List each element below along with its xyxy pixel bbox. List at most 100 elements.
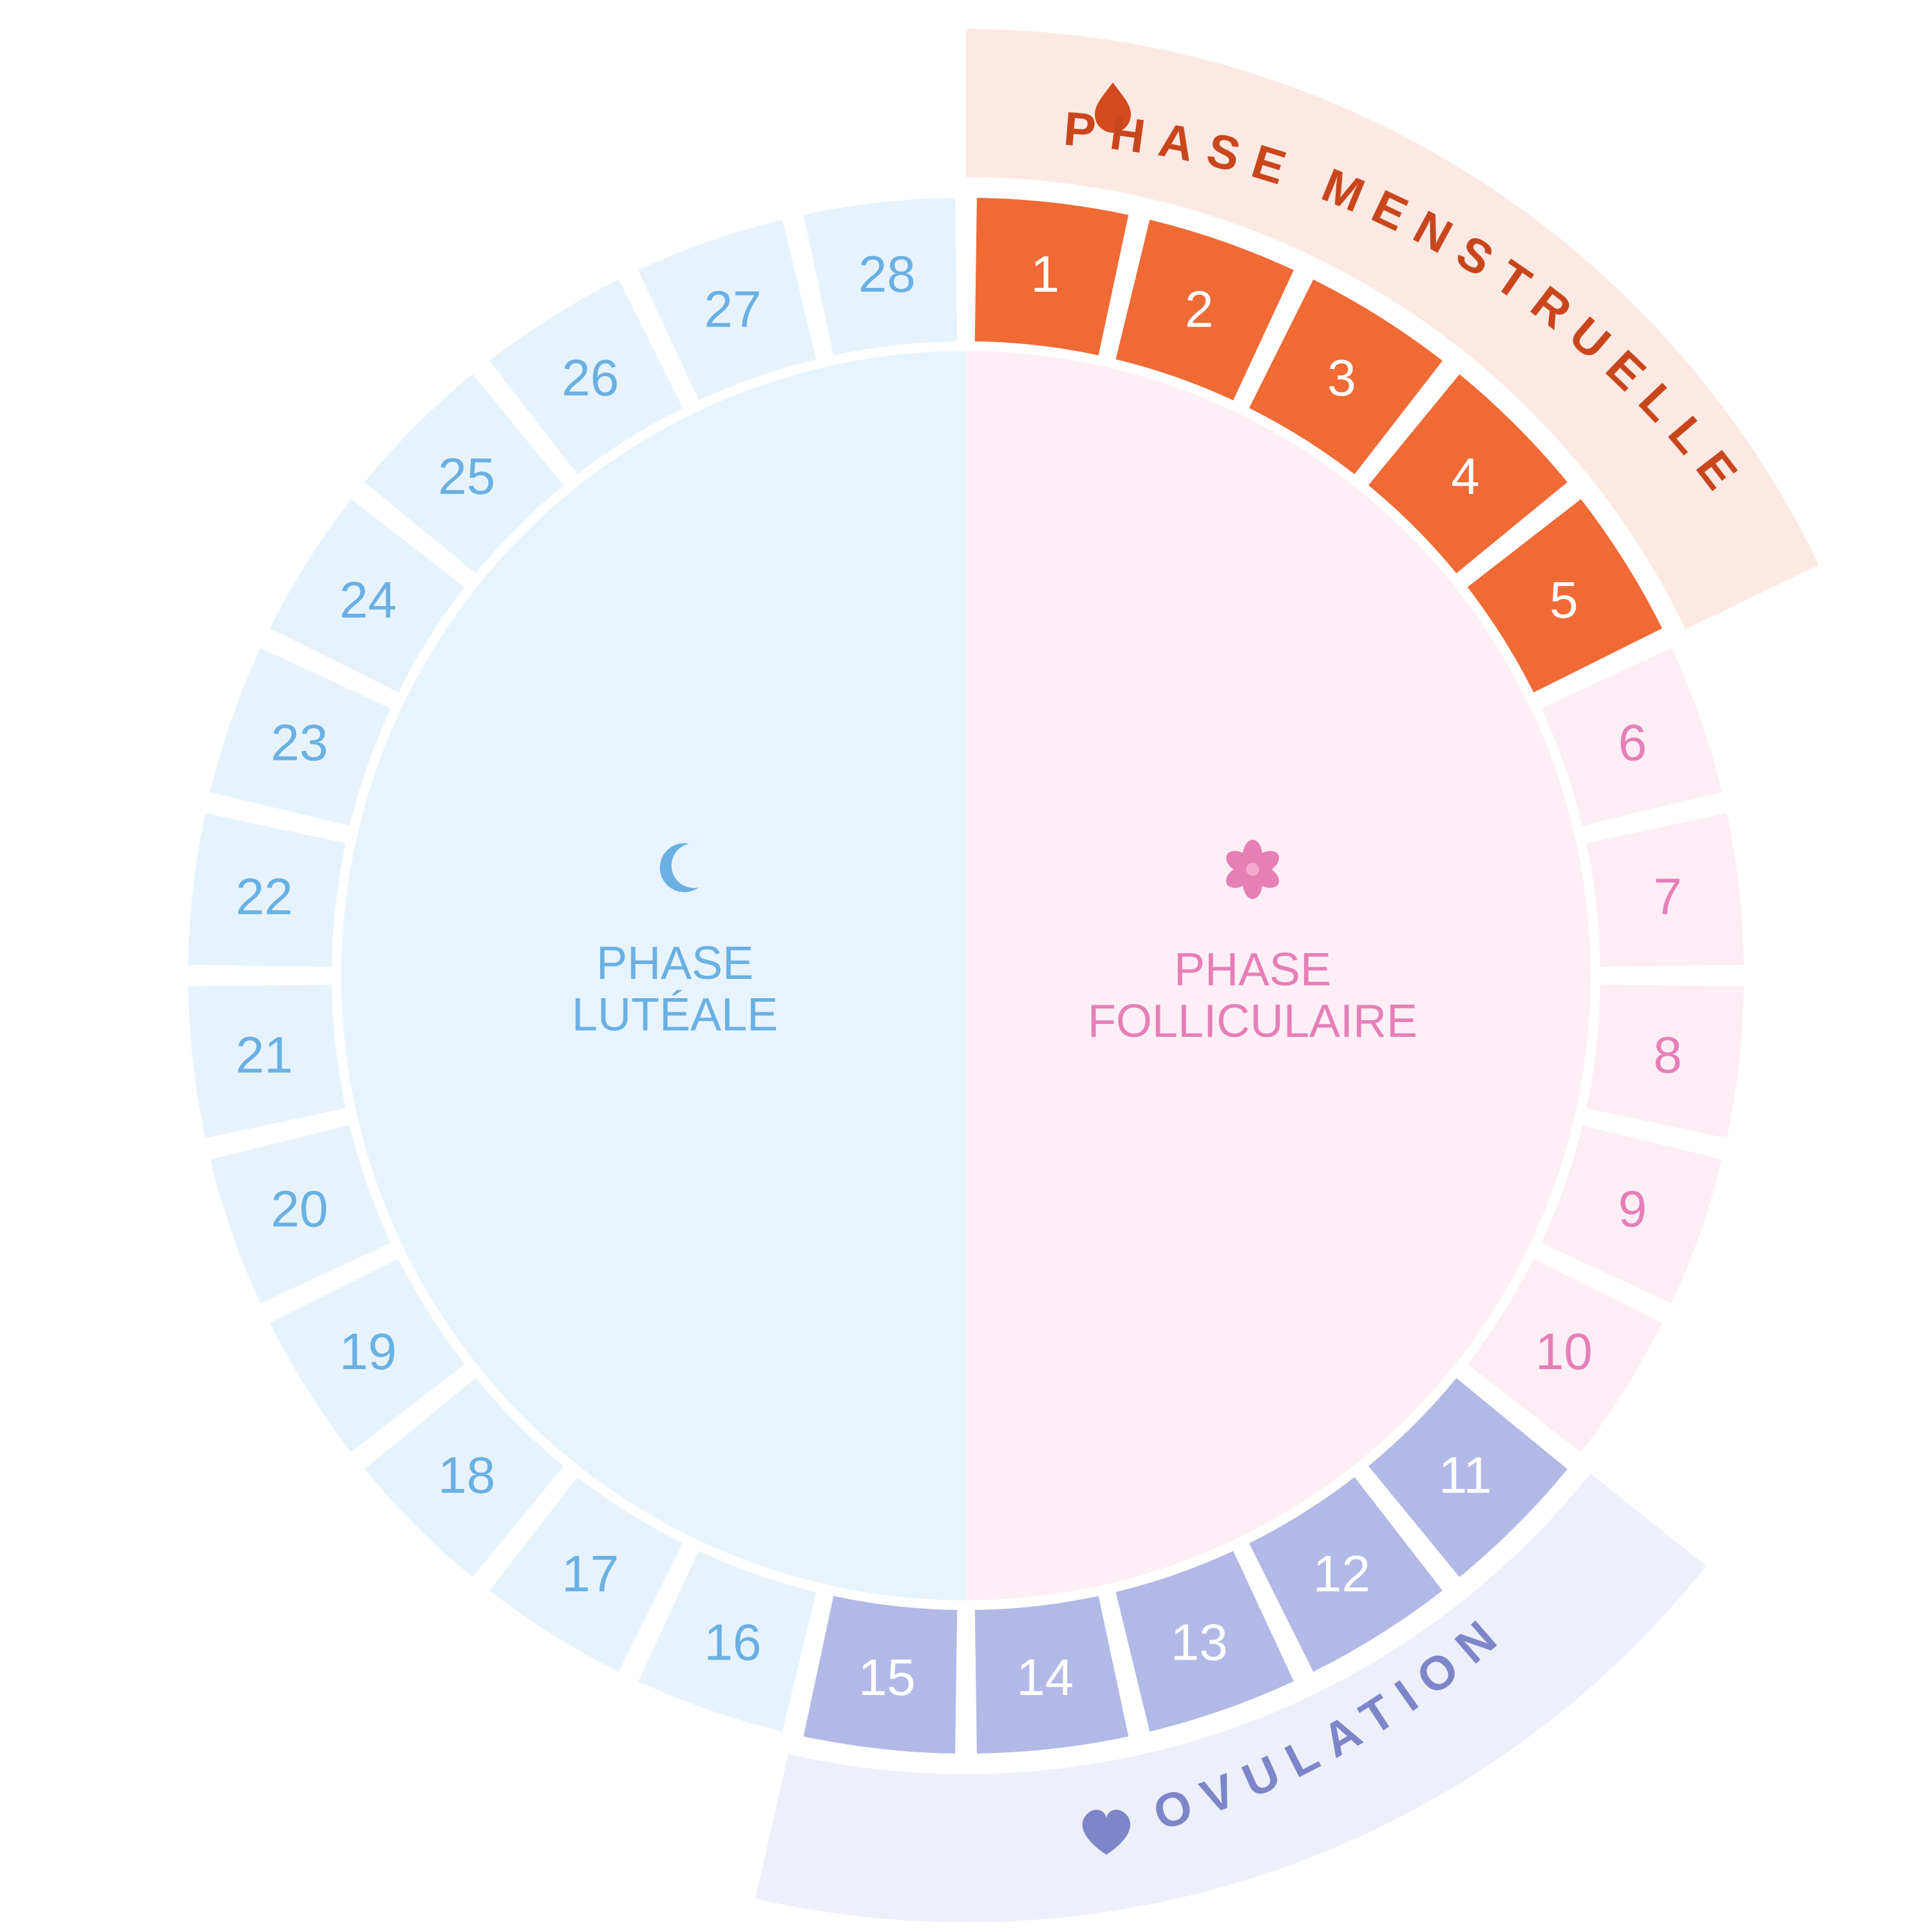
day-number: 2 [1185, 281, 1214, 338]
day-cell-bg [365, 1378, 564, 1577]
day-cell-bg [1249, 279, 1443, 475]
follicular-phase-line1: PHASE [1174, 944, 1331, 996]
day-number: 6 [1618, 714, 1647, 771]
day-cell-bg [638, 220, 817, 401]
day-cell-bg [1368, 1378, 1567, 1577]
day-cell-7: 7 [1586, 813, 1744, 967]
day-cell-24: 24 [270, 499, 465, 693]
day-number: 20 [271, 1180, 328, 1238]
day-number: 4 [1451, 448, 1480, 505]
flower-icon [1226, 840, 1280, 899]
day-number: 24 [339, 571, 397, 629]
day-number: 18 [438, 1446, 495, 1504]
day-number: 21 [236, 1026, 293, 1083]
day-cell-16: 16 [638, 1551, 817, 1732]
day-cell-5: 5 [1467, 499, 1662, 693]
day-number: 11 [1439, 1446, 1492, 1504]
day-cell-10: 10 [1467, 1258, 1662, 1452]
day-cell-bg [1541, 648, 1722, 826]
luteal-half [341, 351, 966, 1600]
heart-icon [1082, 1810, 1131, 1855]
day-cell-20: 20 [210, 1125, 391, 1303]
day-number: 19 [339, 1323, 397, 1380]
inner-circle [341, 351, 1591, 1600]
day-number: 15 [858, 1649, 916, 1706]
day-cell-bg [1541, 1125, 1722, 1303]
day-cell-bg [803, 1596, 958, 1754]
day-cell-28: 28 [803, 198, 958, 355]
day-cell-27: 27 [638, 220, 817, 401]
day-cell-bg [1586, 984, 1744, 1139]
follicular-half [966, 351, 1591, 1600]
day-cell-12: 12 [1249, 1477, 1443, 1672]
day-cell-4: 4 [1368, 374, 1567, 574]
follicular-phase-label: PHASE FOLLICULAIRE [1088, 840, 1417, 1047]
luteal-phase-label: PHASE LUTÉALE [572, 843, 778, 1041]
day-cell-2: 2 [1115, 220, 1294, 401]
day-cell-15: 15 [803, 1596, 958, 1754]
day-cell-14: 14 [974, 1596, 1129, 1754]
day-cell-bg [489, 1477, 683, 1672]
follicular-phase-line2: FOLLICULAIRE [1088, 996, 1417, 1047]
day-cell-bg [638, 1551, 817, 1732]
day-cell-bg [365, 374, 564, 574]
ovulation-phase-band [755, 1473, 1707, 1922]
day-cell-bg [210, 648, 391, 826]
day-cell-bg [1467, 499, 1662, 693]
day-cell-13: 13 [1115, 1551, 1294, 1732]
day-cell-11: 11 [1368, 1378, 1567, 1577]
day-cell-18: 18 [365, 1378, 564, 1577]
day-cell-bg [270, 499, 465, 693]
day-cell-8: 8 [1586, 984, 1744, 1139]
day-cell-bg [1115, 1551, 1294, 1732]
luteal-phase-line1: PHASE [596, 938, 753, 989]
day-cell-bg [803, 198, 958, 355]
day-cell-bg [270, 1258, 465, 1452]
day-number: 26 [562, 349, 619, 406]
menstrual-phase-band [966, 29, 1819, 629]
day-cell-bg [489, 279, 683, 475]
day-cell-25: 25 [365, 374, 564, 574]
day-number: 14 [1016, 1649, 1074, 1706]
day-cell-19: 19 [270, 1258, 465, 1452]
day-number: 10 [1535, 1323, 1593, 1380]
day-cell-bg [188, 813, 346, 967]
day-number: 23 [271, 714, 328, 771]
day-cell-3: 3 [1249, 279, 1443, 475]
day-cell-26: 26 [489, 279, 683, 475]
day-number: 28 [858, 245, 916, 303]
day-cell-1: 1 [974, 198, 1129, 355]
day-cell-17: 17 [489, 1477, 683, 1672]
day-cell-bg [1368, 374, 1567, 574]
drop-icon [1095, 82, 1131, 133]
day-number: 16 [704, 1613, 761, 1671]
day-number: 3 [1327, 349, 1356, 406]
day-number: 5 [1549, 571, 1578, 629]
day-number: 17 [562, 1545, 619, 1602]
moon-icon [659, 843, 699, 893]
day-number: 12 [1313, 1545, 1370, 1602]
day-cell-bg [974, 198, 1129, 355]
day-cell-bg [1115, 220, 1294, 401]
day-cell-6: 6 [1541, 648, 1722, 826]
day-cell-21: 21 [188, 984, 346, 1139]
day-cell-bg [210, 1125, 391, 1303]
day-cell-bg [1467, 1258, 1662, 1452]
day-number: 25 [438, 448, 495, 505]
day-number: 8 [1653, 1026, 1682, 1083]
day-number: 27 [704, 281, 761, 338]
day-ring: 1234567891011121314151617181920212223242… [188, 198, 1744, 1754]
day-number: 13 [1171, 1613, 1228, 1671]
phase-bands [755, 29, 1819, 1922]
day-cell-22: 22 [188, 813, 346, 967]
day-number: 7 [1653, 868, 1682, 925]
day-number: 9 [1618, 1180, 1647, 1238]
luteal-phase-line2: LUTÉALE [572, 989, 778, 1041]
day-cell-bg [974, 1596, 1129, 1754]
day-cell-23: 23 [210, 648, 391, 826]
day-cell-bg [188, 984, 346, 1139]
day-number: 1 [1031, 245, 1060, 303]
day-cell-bg [1249, 1477, 1443, 1672]
day-number: 22 [236, 868, 293, 925]
